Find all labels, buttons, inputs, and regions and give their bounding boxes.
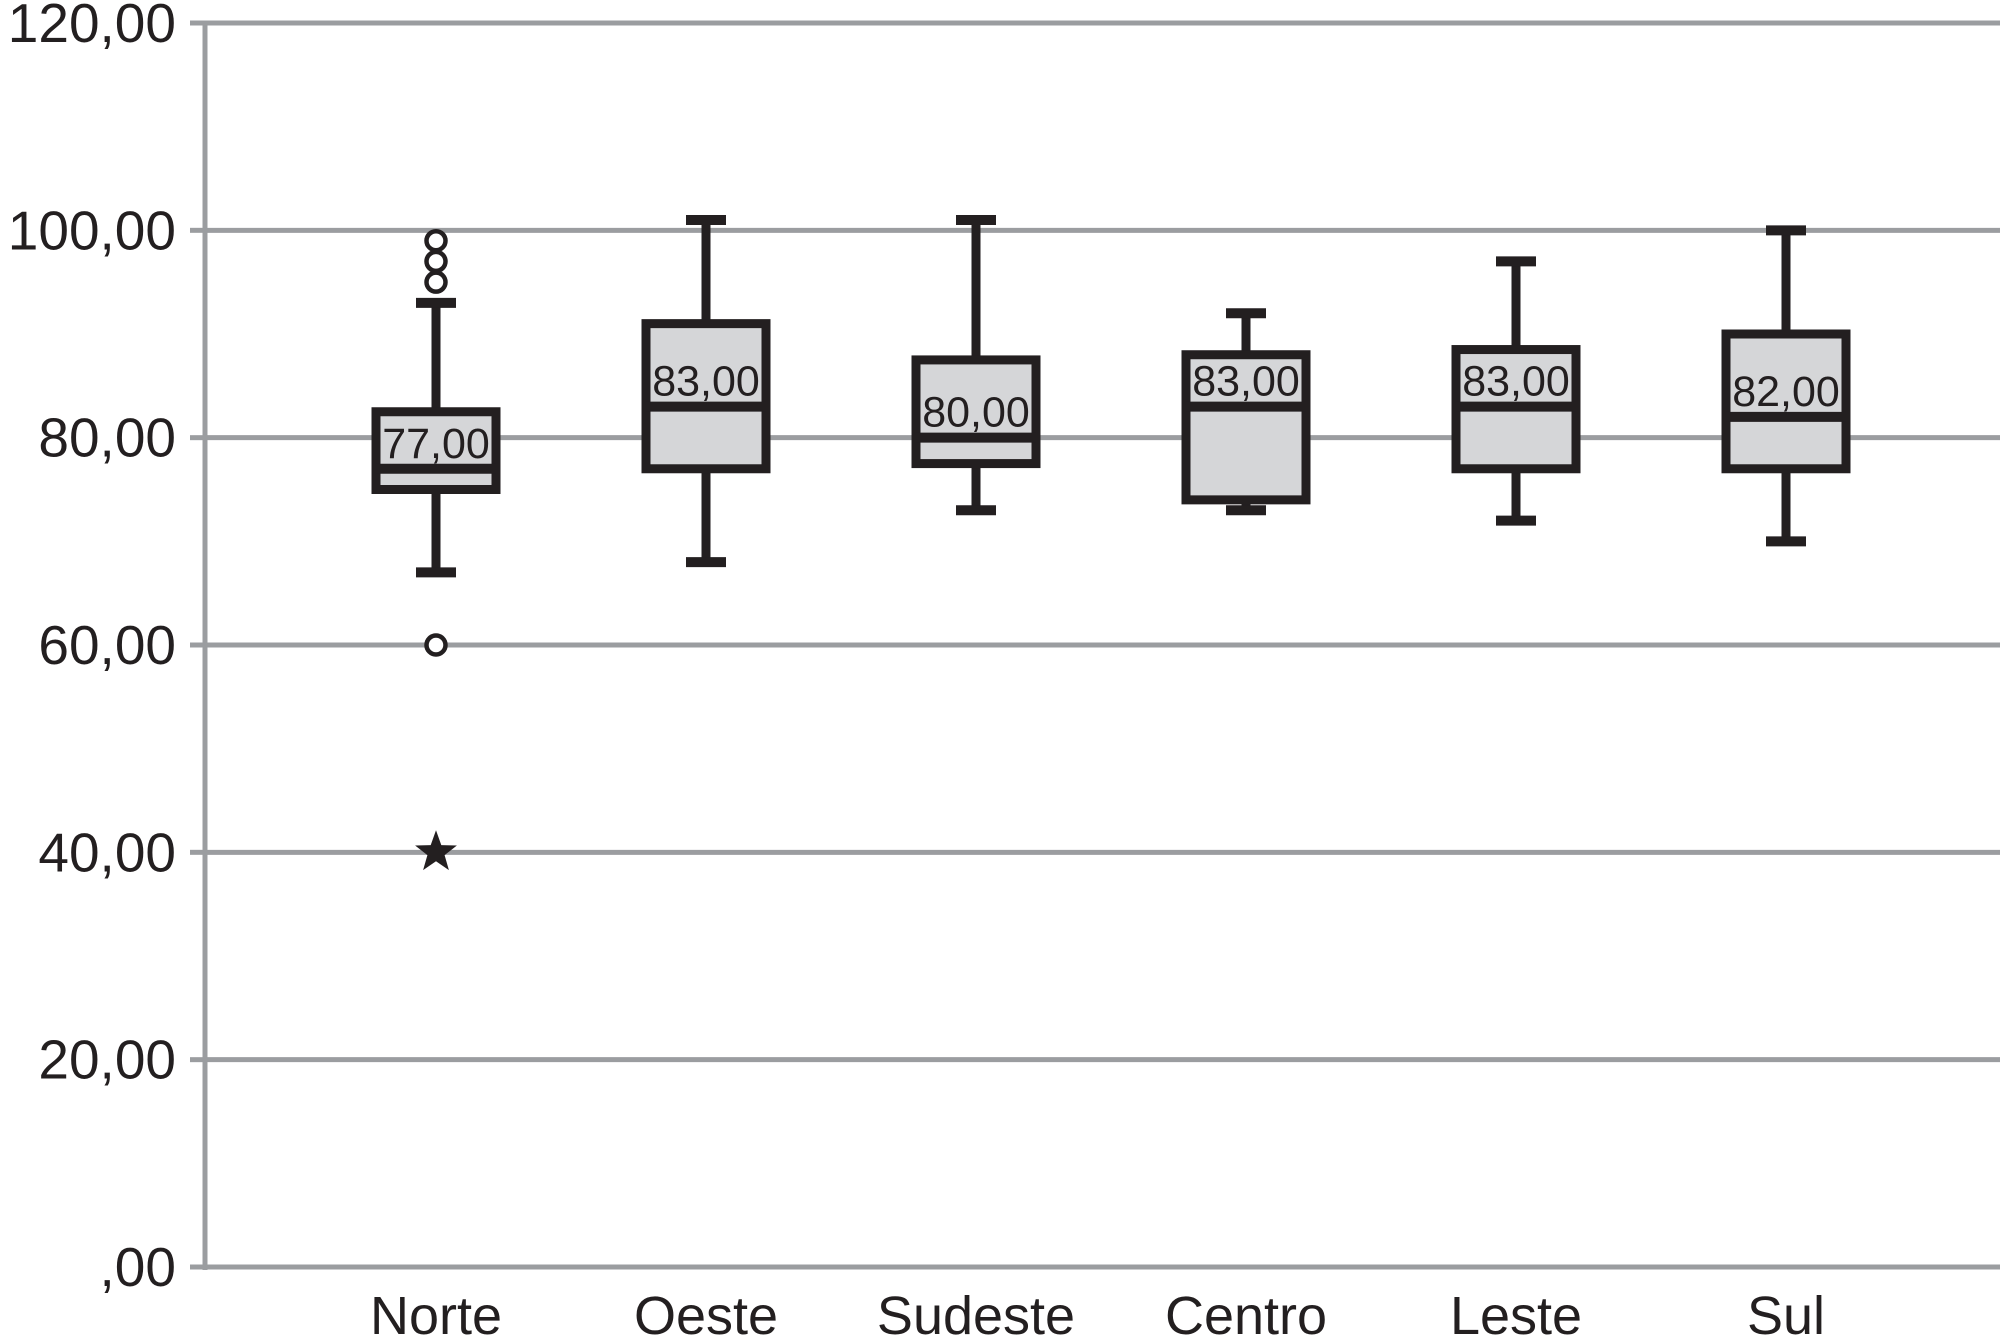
box (1181, 350, 1311, 505)
category-label: Centro (1165, 1286, 1327, 1341)
outlier-circle (424, 633, 448, 657)
y-tick-label: 100,00 (8, 199, 176, 261)
box (1721, 329, 1851, 474)
box (371, 407, 501, 494)
y-tick-label: 20,00 (38, 1029, 176, 1091)
box (641, 319, 771, 474)
outlier-circle (424, 228, 448, 253)
box (911, 355, 1041, 469)
y-tick-label: 40,00 (38, 821, 176, 883)
category-label: Leste (1450, 1286, 1582, 1341)
category-label: Oeste (634, 1286, 778, 1341)
y-tick-label: 80,00 (38, 407, 176, 469)
outlier-circle (424, 249, 448, 274)
category-label: Sudeste (877, 1286, 1075, 1341)
median-label: 77,00 (382, 420, 490, 468)
category-label: Sul (1747, 1286, 1825, 1341)
category-label: Norte (370, 1286, 502, 1341)
median-label: 83,00 (1192, 358, 1300, 406)
y-tick-label: 120,00 (8, 0, 176, 54)
outlier-circle (424, 270, 448, 294)
y-tick-label: 60,00 (38, 614, 176, 676)
y-tick-label: ,00 (100, 1236, 176, 1298)
median-label: 80,00 (922, 389, 1030, 437)
median-label: 82,00 (1732, 368, 1840, 416)
extreme-star (415, 830, 457, 871)
median-label: 83,00 (1462, 358, 1570, 406)
median-label: 83,00 (652, 358, 760, 406)
